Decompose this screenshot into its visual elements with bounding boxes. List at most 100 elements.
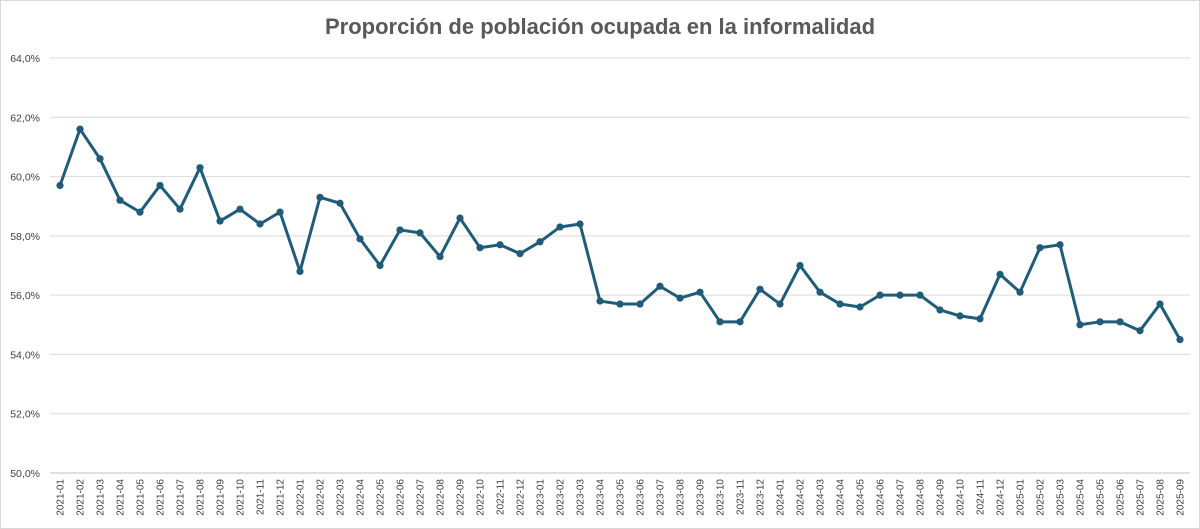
data-point bbox=[936, 306, 944, 314]
x-tick-label: 2025-05 bbox=[1096, 479, 1107, 516]
x-tick-label: 2025-01 bbox=[1016, 479, 1027, 516]
x-tick-label: 2023-11 bbox=[736, 479, 747, 515]
x-tick-label: 2022-02 bbox=[316, 479, 327, 516]
x-tick-label: 2024-07 bbox=[896, 479, 907, 516]
data-point bbox=[616, 300, 624, 308]
data-point bbox=[416, 229, 424, 237]
x-tick-label: 2025-02 bbox=[1036, 479, 1047, 516]
x-tick-label: 2022-05 bbox=[376, 479, 387, 516]
y-tick-label: 64,0% bbox=[10, 53, 40, 65]
x-tick-label: 2021-12 bbox=[276, 479, 287, 516]
data-point bbox=[956, 312, 964, 320]
data-point bbox=[1016, 288, 1024, 296]
chart-title: Proporción de población ocupada en la in… bbox=[324, 14, 876, 39]
x-tick-label: 2024-09 bbox=[936, 479, 947, 516]
y-tick-label: 60,0% bbox=[10, 172, 40, 184]
x-tick-label: 2023-09 bbox=[696, 479, 707, 516]
gridlines bbox=[50, 57, 1190, 474]
x-tick-label: 2023-03 bbox=[576, 479, 587, 516]
x-tick-label: 2023-07 bbox=[656, 479, 667, 516]
x-tick-label: 2022-12 bbox=[516, 479, 527, 516]
data-point bbox=[656, 282, 664, 290]
x-tick-label: 2021-08 bbox=[196, 479, 207, 516]
data-point bbox=[76, 125, 84, 133]
data-point bbox=[396, 226, 404, 234]
x-tick-label: 2022-11 bbox=[496, 479, 507, 515]
x-tick-label: 2025-03 bbox=[1056, 479, 1067, 516]
y-tick-label: 52,0% bbox=[10, 409, 40, 421]
data-point bbox=[376, 261, 384, 270]
x-tick-label: 2024-12 bbox=[996, 479, 1007, 516]
x-tick-label: 2021-10 bbox=[236, 479, 247, 516]
x-tick-label: 2025-06 bbox=[1116, 479, 1127, 516]
data-point bbox=[256, 220, 264, 228]
data-point bbox=[276, 208, 284, 216]
data-point bbox=[976, 315, 984, 323]
x-tick-label: 2024-06 bbox=[876, 479, 887, 516]
x-tick-label: 2021-06 bbox=[156, 479, 167, 516]
x-tick-label: 2021-05 bbox=[136, 479, 147, 516]
x-tick-label: 2023-10 bbox=[716, 479, 727, 516]
x-tick-label: 2022-01 bbox=[296, 479, 307, 516]
x-tick-label: 2022-09 bbox=[456, 479, 467, 516]
x-tick-label: 2025-04 bbox=[1076, 479, 1087, 516]
x-tick-label: 2023-08 bbox=[676, 479, 687, 516]
series-line bbox=[58, 127, 1182, 341]
data-point bbox=[56, 181, 64, 190]
data-point bbox=[556, 223, 564, 231]
data-point bbox=[316, 193, 324, 201]
data-point bbox=[1136, 327, 1144, 335]
x-tick-label: 2025-08 bbox=[1156, 479, 1167, 516]
data-point bbox=[236, 205, 244, 213]
x-tick-label: 2021-04 bbox=[116, 479, 127, 516]
data-point bbox=[196, 164, 204, 172]
data-point bbox=[356, 235, 364, 243]
data-point bbox=[1156, 300, 1164, 308]
data-point bbox=[876, 291, 884, 299]
y-tick-label: 50,0% bbox=[10, 468, 40, 480]
x-tick-label: 2022-03 bbox=[336, 479, 347, 516]
x-tick-label: 2024-03 bbox=[816, 479, 827, 516]
data-point bbox=[496, 241, 504, 249]
y-tick-label: 56,0% bbox=[10, 290, 40, 302]
data-point bbox=[1116, 318, 1124, 326]
y-tick-label: 62,0% bbox=[10, 112, 40, 124]
data-point bbox=[836, 300, 844, 308]
x-tick-label: 2021-03 bbox=[96, 479, 107, 516]
data-point bbox=[816, 288, 824, 296]
data-point bbox=[336, 199, 344, 207]
series-points bbox=[56, 125, 1184, 344]
x-tick-label: 2022-04 bbox=[356, 479, 367, 516]
data-point bbox=[1036, 244, 1044, 252]
x-tick-label: 2024-10 bbox=[956, 479, 967, 516]
data-point bbox=[96, 155, 104, 163]
data-point bbox=[1096, 318, 1104, 326]
data-point bbox=[796, 261, 804, 270]
x-tick-label: 2024-01 bbox=[776, 479, 787, 516]
y-tick-label: 54,0% bbox=[10, 349, 40, 361]
x-tick-label: 2025-07 bbox=[1136, 479, 1147, 516]
data-point bbox=[156, 181, 164, 190]
x-tick-label: 2024-04 bbox=[836, 479, 847, 516]
x-tick-label: 2024-02 bbox=[796, 479, 807, 516]
x-tick-label: 2023-05 bbox=[616, 479, 627, 516]
x-tick-label: 2022-06 bbox=[396, 479, 407, 516]
data-point bbox=[696, 288, 704, 296]
data-point bbox=[996, 270, 1004, 278]
data-point bbox=[216, 217, 224, 225]
data-point bbox=[776, 300, 784, 308]
x-tick-label: 2021-09 bbox=[216, 479, 227, 516]
data-point bbox=[1076, 321, 1084, 329]
data-point bbox=[1056, 241, 1064, 249]
x-tick-label: 2022-08 bbox=[436, 479, 447, 516]
data-point bbox=[136, 208, 144, 216]
data-point bbox=[576, 220, 584, 228]
y-tick-label: 58,0% bbox=[10, 231, 40, 243]
data-point bbox=[536, 238, 544, 246]
data-point bbox=[856, 303, 864, 311]
x-tick-label: 2021-11 bbox=[256, 479, 267, 515]
x-tick-label: 2023-02 bbox=[556, 479, 567, 516]
x-tick-label: 2025-09 bbox=[1176, 479, 1187, 516]
data-point bbox=[476, 244, 484, 252]
